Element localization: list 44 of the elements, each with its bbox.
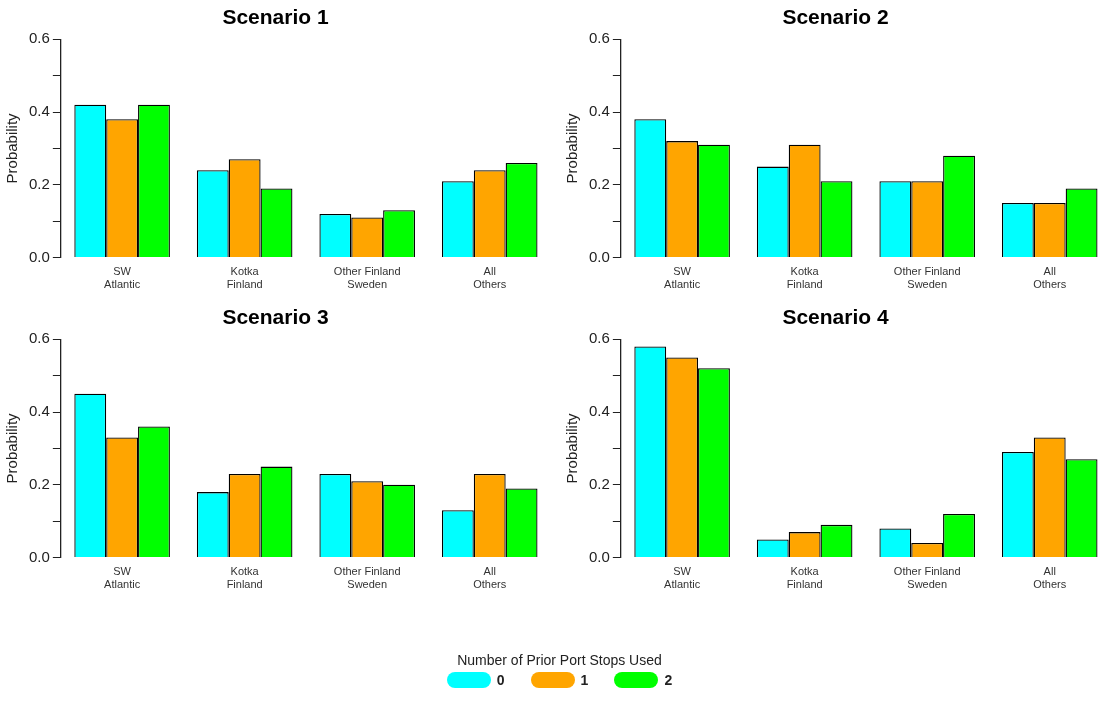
chart-title: Scenario 1 — [222, 5, 329, 29]
x-tick-label: Other Finland Sweden — [333, 265, 401, 291]
y-tick-label: 0.2 — [28, 174, 50, 192]
y-tick-label: 0.4 — [28, 102, 50, 120]
y-tick-label: 0.4 — [588, 102, 610, 120]
y-tick-label: 0.6 — [28, 329, 50, 347]
y-tick-label: 0.2 — [588, 174, 610, 192]
x-tick-label: SW Atlantic — [664, 565, 701, 591]
legend-label: 0 — [496, 672, 505, 688]
chart-title: Scenario 3 — [222, 305, 329, 329]
x-tick-label: SW Atlantic — [104, 565, 141, 591]
legend-label: 2 — [664, 672, 673, 688]
x-tick-label: Kotka Finland — [786, 265, 823, 291]
x-tick-label: Other Finland Sweden — [893, 265, 961, 291]
y-tick-label: 0.6 — [588, 29, 610, 47]
x-tick-label: All Others — [1033, 565, 1067, 591]
chart-title: Scenario 2 — [782, 5, 889, 29]
legend-title: Number of Prior Port Stops Used — [456, 652, 663, 668]
y-tick-label: 0.6 — [588, 329, 610, 347]
x-tick-label: All Others — [473, 265, 507, 291]
x-tick-label: Kotka Finland — [226, 565, 263, 591]
y-axis-title: Probability — [563, 112, 581, 184]
x-tick-label: Kotka Finland — [226, 265, 263, 291]
x-tick-label: Other Finland Sweden — [893, 565, 961, 591]
y-tick-label: 0.2 — [28, 474, 50, 492]
x-tick-label: All Others — [1033, 265, 1067, 291]
y-axis-title: Probability — [563, 412, 581, 484]
y-axis-title: Probability — [3, 412, 21, 484]
y-tick-label: 0.0 — [28, 247, 50, 265]
y-tick-label: 0.0 — [588, 547, 610, 565]
legend-label: 1 — [580, 672, 589, 688]
x-tick-label: Other Finland Sweden — [333, 565, 401, 591]
y-tick-label: 0.0 — [28, 547, 50, 565]
x-tick-label: SW Atlantic — [664, 265, 701, 291]
y-tick-label: 0.0 — [588, 247, 610, 265]
y-axis-title: Probability — [3, 112, 21, 184]
y-tick-label: 0.6 — [28, 29, 50, 47]
y-tick-label: 0.2 — [588, 474, 610, 492]
y-tick-label: 0.4 — [28, 402, 50, 420]
x-tick-label: SW Atlantic — [104, 265, 141, 291]
x-tick-label: Kotka Finland — [786, 565, 823, 591]
chart-title: Scenario 4 — [782, 305, 889, 329]
x-tick-label: All Others — [473, 565, 507, 591]
y-tick-label: 0.4 — [588, 402, 610, 420]
